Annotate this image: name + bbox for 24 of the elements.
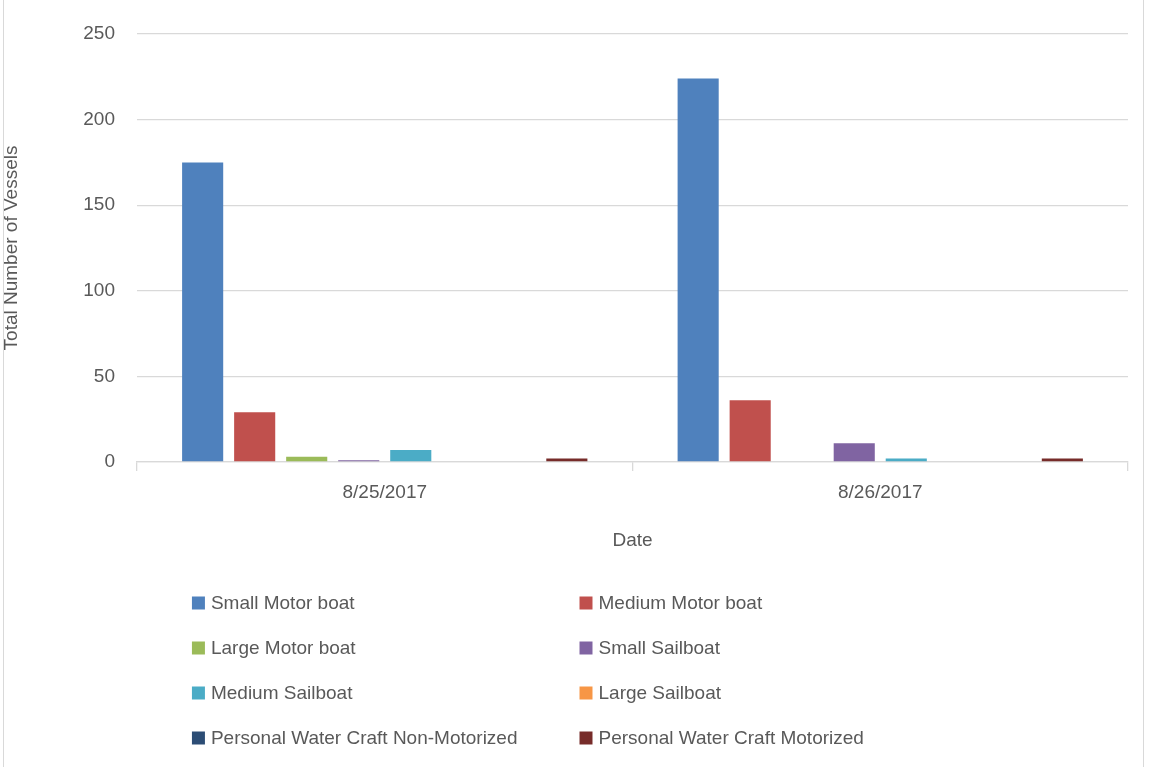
- x-axis-title: Date: [612, 528, 653, 550]
- legend-label: Small Sailboat: [598, 637, 721, 659]
- x-tick-label: 8/26/2017: [837, 480, 923, 502]
- y-axis-title: Total Number of Vessels: [0, 145, 21, 351]
- legend-label: Personal Water Craft Motorized: [598, 727, 864, 749]
- bar: [833, 443, 875, 462]
- legend-label: Personal Water Craft Non-Motorized: [210, 727, 518, 749]
- legend-label: Large Sailboat: [598, 682, 722, 704]
- y-tick-label: 150: [83, 193, 115, 215]
- bar: [182, 162, 224, 462]
- x-tick-label: 8/25/2017: [342, 480, 428, 502]
- y-tick-label: 250: [83, 22, 115, 44]
- legend-label: Small Motor boat: [210, 592, 356, 614]
- bar: [729, 400, 771, 462]
- bar: [677, 78, 719, 462]
- y-tick-label: 50: [93, 364, 115, 386]
- legend-label: Medium Motor boat: [598, 592, 763, 614]
- y-tick-label: 200: [83, 107, 115, 129]
- legend-label: Medium Sailboat: [210, 682, 354, 704]
- y-tick-label: 0: [104, 450, 115, 472]
- bar: [234, 412, 276, 462]
- y-tick-label: 100: [83, 279, 115, 301]
- legend-label: Large Motor boat: [210, 637, 357, 659]
- bar: [390, 450, 432, 462]
